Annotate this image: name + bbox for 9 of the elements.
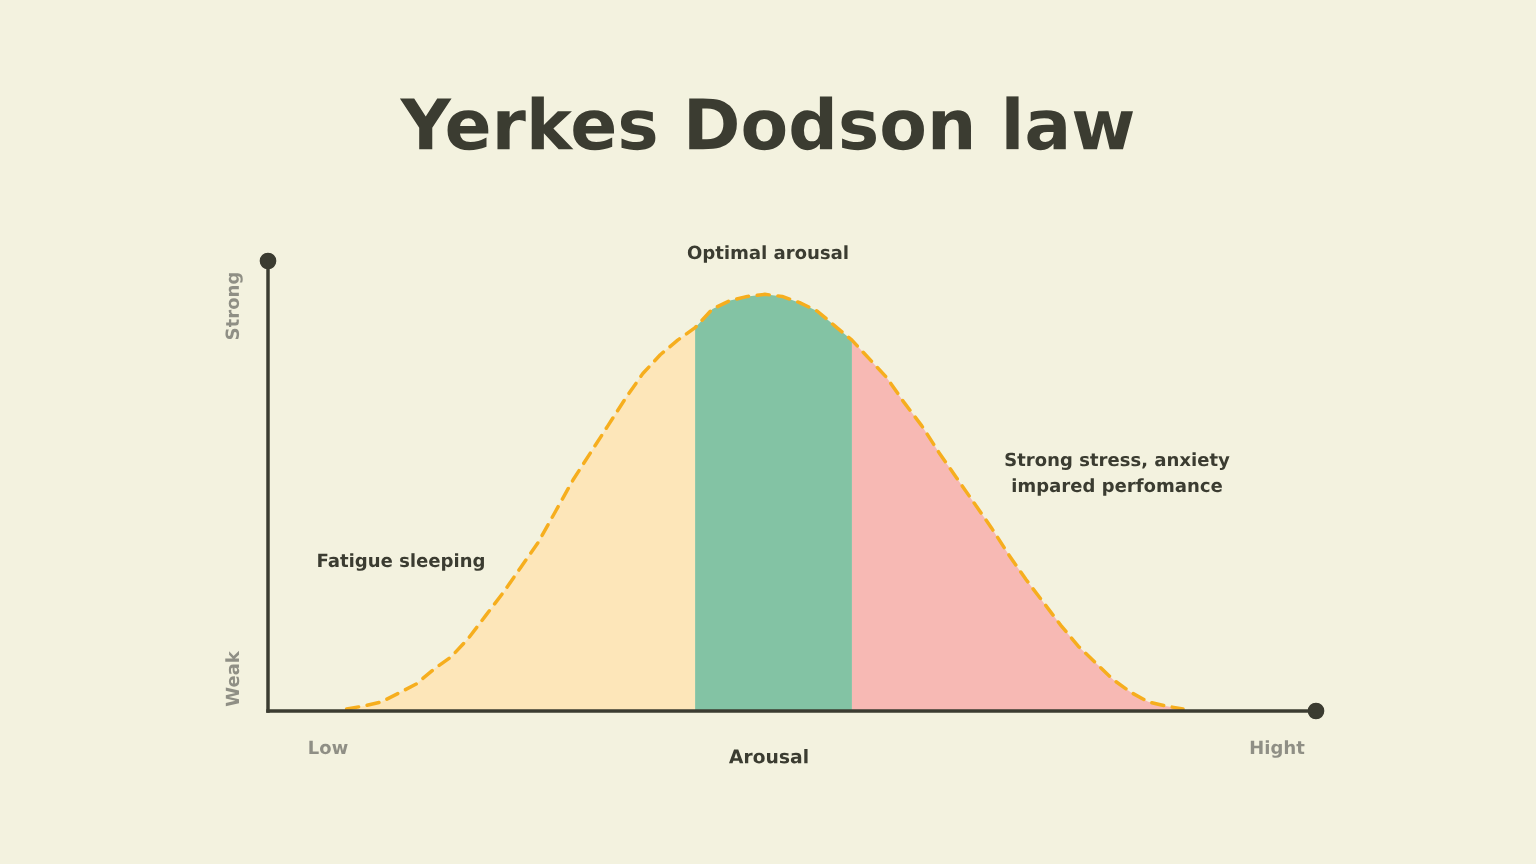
text: Low [309, 740, 348, 755]
chart-title: Yerkes Dodson law [399, 96, 1133, 151]
annotation: Strong stress, anxiety impared perfomance [1005, 452, 1230, 496]
x-axis-title: Arousal [728, 749, 808, 764]
annotation: Fatigue sleeping [318, 553, 484, 571]
text: Strong [225, 273, 243, 340]
text: Hight [1250, 740, 1305, 758]
text: Optimal arousal [687, 245, 848, 263]
text: Weak [225, 650, 240, 707]
